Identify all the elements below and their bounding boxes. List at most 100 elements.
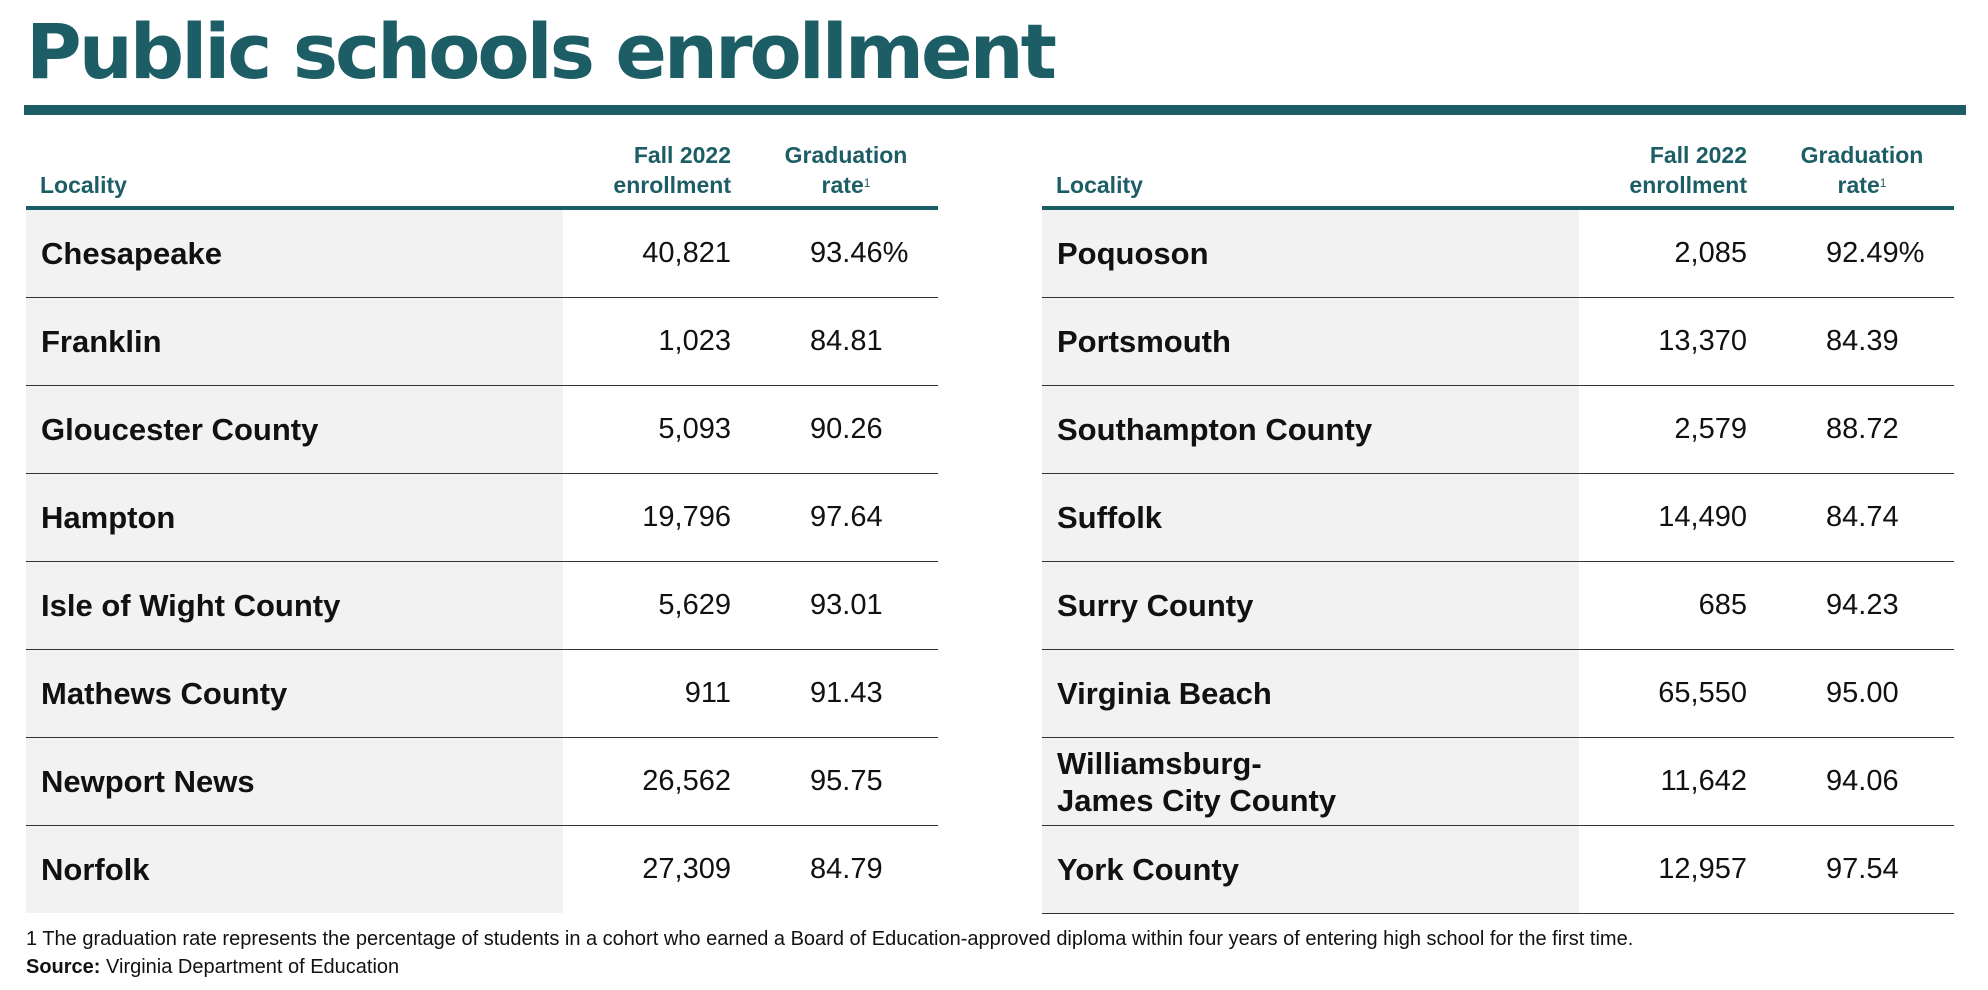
- locality-cell: Surry County: [1042, 562, 1579, 649]
- graduation-rate-cell: 84.79: [810, 853, 883, 885]
- locality-header: Locality: [40, 172, 127, 198]
- graduation-rate-cell: 90.26: [810, 413, 883, 445]
- locality-cell: Isle of Wight County: [26, 562, 563, 649]
- locality-cell: Hampton: [26, 474, 563, 561]
- locality-cell: Mathews County: [26, 650, 563, 737]
- table-row: Suffolk 14,490 84.74: [1042, 474, 1954, 562]
- source-label: Source:: [26, 956, 101, 978]
- table-row: Hampton 19,796 97.64: [26, 474, 938, 562]
- graduation-rate-cell: 84.81: [810, 325, 883, 357]
- locality-cell: Poquoson: [1042, 210, 1579, 297]
- table-row: Virginia Beach 65,550 95.00: [1042, 650, 1954, 738]
- graduation-rate-cell: 95.75: [810, 765, 883, 797]
- enrollment-cell: 13,370: [1658, 325, 1747, 357]
- enrollment-cell: 27,309: [642, 853, 731, 885]
- graduation-rate-cell: 84.74: [1826, 501, 1899, 533]
- enrollment-header: Fall 2022 enrollment: [613, 140, 731, 200]
- locality-name: York County: [1057, 852, 1239, 887]
- table-header: Locality Fall 2022 enrollment Graduation…: [1042, 136, 1954, 210]
- locality-cell: Williamsburg- James City County: [1042, 738, 1579, 825]
- locality-name: Southampton County: [1057, 412, 1373, 447]
- locality-name: Isle of Wight County: [41, 588, 341, 623]
- locality-cell: York County: [1042, 826, 1579, 913]
- locality-name: Gloucester County: [41, 412, 319, 447]
- locality-name: Portsmouth: [1057, 324, 1231, 359]
- locality-header: Locality: [1056, 172, 1143, 198]
- locality-name: Suffolk: [1057, 500, 1163, 535]
- table-header: Locality Fall 2022 enrollment Graduation…: [26, 136, 938, 210]
- enrollment-cell: 12,957: [1658, 853, 1747, 885]
- graduation-rate-cell: 91.43: [810, 677, 883, 709]
- enrollment-cell: 911: [684, 677, 731, 709]
- locality-name: Newport News: [41, 764, 255, 799]
- graduation-rate-cell: 92.49%: [1826, 237, 1925, 269]
- locality-cell: Chesapeake: [26, 210, 563, 297]
- locality-cell: Gloucester County: [26, 386, 563, 473]
- graduation-header-line2: rate: [821, 172, 864, 198]
- graduation-header: Graduation rate1: [1790, 140, 1934, 200]
- locality-name: Chesapeake: [41, 236, 222, 271]
- table-row: Norfolk 27,309 84.79: [26, 826, 938, 913]
- enrollment-cell: 2,579: [1674, 413, 1747, 445]
- graduation-rate-cell: 97.54: [1826, 853, 1899, 885]
- source-line: Source: Virginia Department of Education: [26, 956, 399, 979]
- enrollment-header-line2: enrollment: [1629, 172, 1747, 198]
- enrollment-table-left: Locality Fall 2022 enrollment Graduation…: [26, 136, 938, 913]
- enrollment-header-line1: Fall 2022: [1649, 142, 1747, 168]
- table-row: Newport News 26,562 95.75: [26, 738, 938, 826]
- locality-name: Norfolk: [41, 852, 150, 887]
- enrollment-header-line2: enrollment: [613, 172, 731, 198]
- graduation-rate-cell: 95.00: [1826, 677, 1899, 709]
- locality-name: Poquoson: [1057, 236, 1209, 271]
- table-row: Southampton County 2,579 88.72: [1042, 386, 1954, 474]
- table-row: Chesapeake 40,821 93.46%: [26, 210, 938, 298]
- enrollment-cell: 2,085: [1674, 237, 1747, 269]
- enrollment-table-right: Locality Fall 2022 enrollment Graduation…: [1042, 136, 1954, 914]
- locality-cell: Portsmouth: [1042, 298, 1579, 385]
- locality-name: Williamsburg- James City County: [1057, 745, 1337, 818]
- enrollment-cell: 5,093: [658, 413, 731, 445]
- source-text: Virginia Department of Education: [100, 956, 400, 978]
- locality-cell: Newport News: [26, 738, 563, 825]
- footnote-marker: 1: [1879, 176, 1887, 190]
- table-row: Franklin 1,023 84.81: [26, 298, 938, 386]
- enrollment-cell: 685: [1698, 589, 1747, 621]
- enrollment-cell: 65,550: [1658, 677, 1747, 709]
- table-body: Chesapeake 40,821 93.46% Franklin 1,023 84.81…: [26, 210, 938, 913]
- enrollment-header: Fall 2022 enrollment: [1629, 140, 1747, 200]
- locality-cell: Norfolk: [26, 826, 563, 913]
- locality-name: Hampton: [41, 500, 176, 535]
- page-title: Public schools enrollment: [26, 7, 1057, 96]
- enrollment-cell: 5,629: [658, 589, 731, 621]
- table-body: Poquoson 2,085 92.49% Portsmouth 13,370 84.39…: [1042, 210, 1954, 914]
- enrollment-header-line1: Fall 2022: [633, 142, 731, 168]
- enrollment-cell: 11,642: [1660, 765, 1747, 797]
- table-row: Poquoson 2,085 92.49%: [1042, 210, 1954, 298]
- table-row: York County 12,957 97.54: [1042, 826, 1954, 914]
- locality-name: Virginia Beach: [1057, 676, 1272, 711]
- enrollment-cell: 14,490: [1658, 501, 1747, 533]
- locality-name: Surry County: [1057, 588, 1254, 623]
- graduation-rate-cell: 84.39: [1826, 325, 1899, 357]
- table-row: Gloucester County 5,093 90.26: [26, 386, 938, 474]
- enrollment-cell: 1,023: [658, 325, 731, 357]
- enrollment-cell: 19,796: [642, 501, 731, 533]
- table-row: Mathews County 911 91.43: [26, 650, 938, 738]
- graduation-rate-cell: 94.06: [1826, 765, 1899, 797]
- graduation-rate-cell: 93.01: [810, 589, 883, 621]
- locality-cell: Suffolk: [1042, 474, 1579, 561]
- graduation-header-line1: Graduation: [784, 142, 908, 168]
- graduation-rate-cell: 97.64: [810, 501, 883, 533]
- title-rule: [24, 105, 1966, 115]
- graduation-header: Graduation rate1: [774, 140, 918, 200]
- footnote-marker: 1: [863, 176, 871, 190]
- graduation-rate-cell: 88.72: [1826, 413, 1899, 445]
- table-row: Surry County 685 94.23: [1042, 562, 1954, 650]
- locality-name: Franklin: [41, 324, 162, 359]
- locality-name: Mathews County: [41, 676, 288, 711]
- locality-cell: Southampton County: [1042, 386, 1579, 473]
- footnote: 1 The graduation rate represents the per…: [26, 928, 1634, 950]
- enrollment-cell: 40,821: [642, 237, 731, 269]
- table-row: Portsmouth 13,370 84.39: [1042, 298, 1954, 386]
- locality-cell: Virginia Beach: [1042, 650, 1579, 737]
